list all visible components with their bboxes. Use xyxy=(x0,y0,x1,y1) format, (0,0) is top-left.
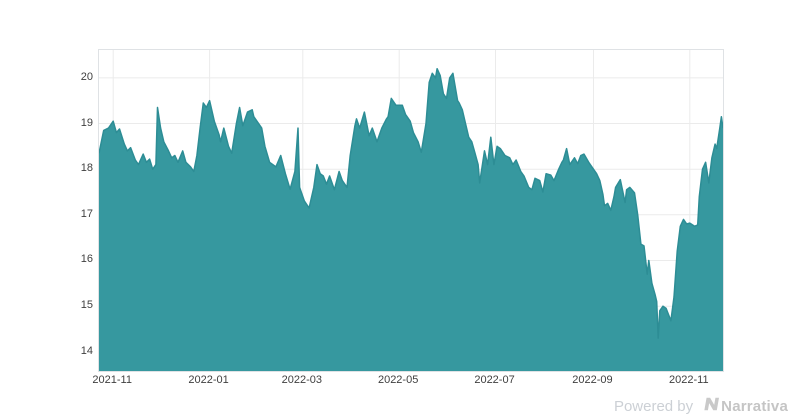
y-tick-label: 20 xyxy=(80,70,93,83)
x-tick-label: 2022-09 xyxy=(572,374,613,386)
x-tick-label: 2022-05 xyxy=(377,374,419,386)
y-tick-label: 15 xyxy=(80,299,93,312)
plot-svg xyxy=(99,50,723,371)
series-line xyxy=(99,67,723,339)
x-tick-label: 2022-07 xyxy=(474,374,515,386)
x-tick-label: 2022-01 xyxy=(188,374,229,386)
y-tick-label: 19 xyxy=(80,116,93,129)
y-tick-label: 18 xyxy=(80,162,93,175)
x-tick-label: 2022-03 xyxy=(281,374,322,386)
y-tick-label: 16 xyxy=(80,253,93,266)
y-tick-label: 17 xyxy=(80,207,93,220)
narrativa-logo-icon xyxy=(703,397,720,415)
y-tick-label: 14 xyxy=(80,344,93,357)
powered-by-label: Powered by xyxy=(613,397,694,415)
plot-area xyxy=(98,49,724,372)
x-tick-label: 2022-11 xyxy=(669,374,709,386)
x-tick-label: 2021-11 xyxy=(92,374,132,386)
watermark: Powered by Narrativa xyxy=(614,397,788,415)
brand-label: Narrativa xyxy=(721,397,788,415)
area-series xyxy=(99,68,723,371)
